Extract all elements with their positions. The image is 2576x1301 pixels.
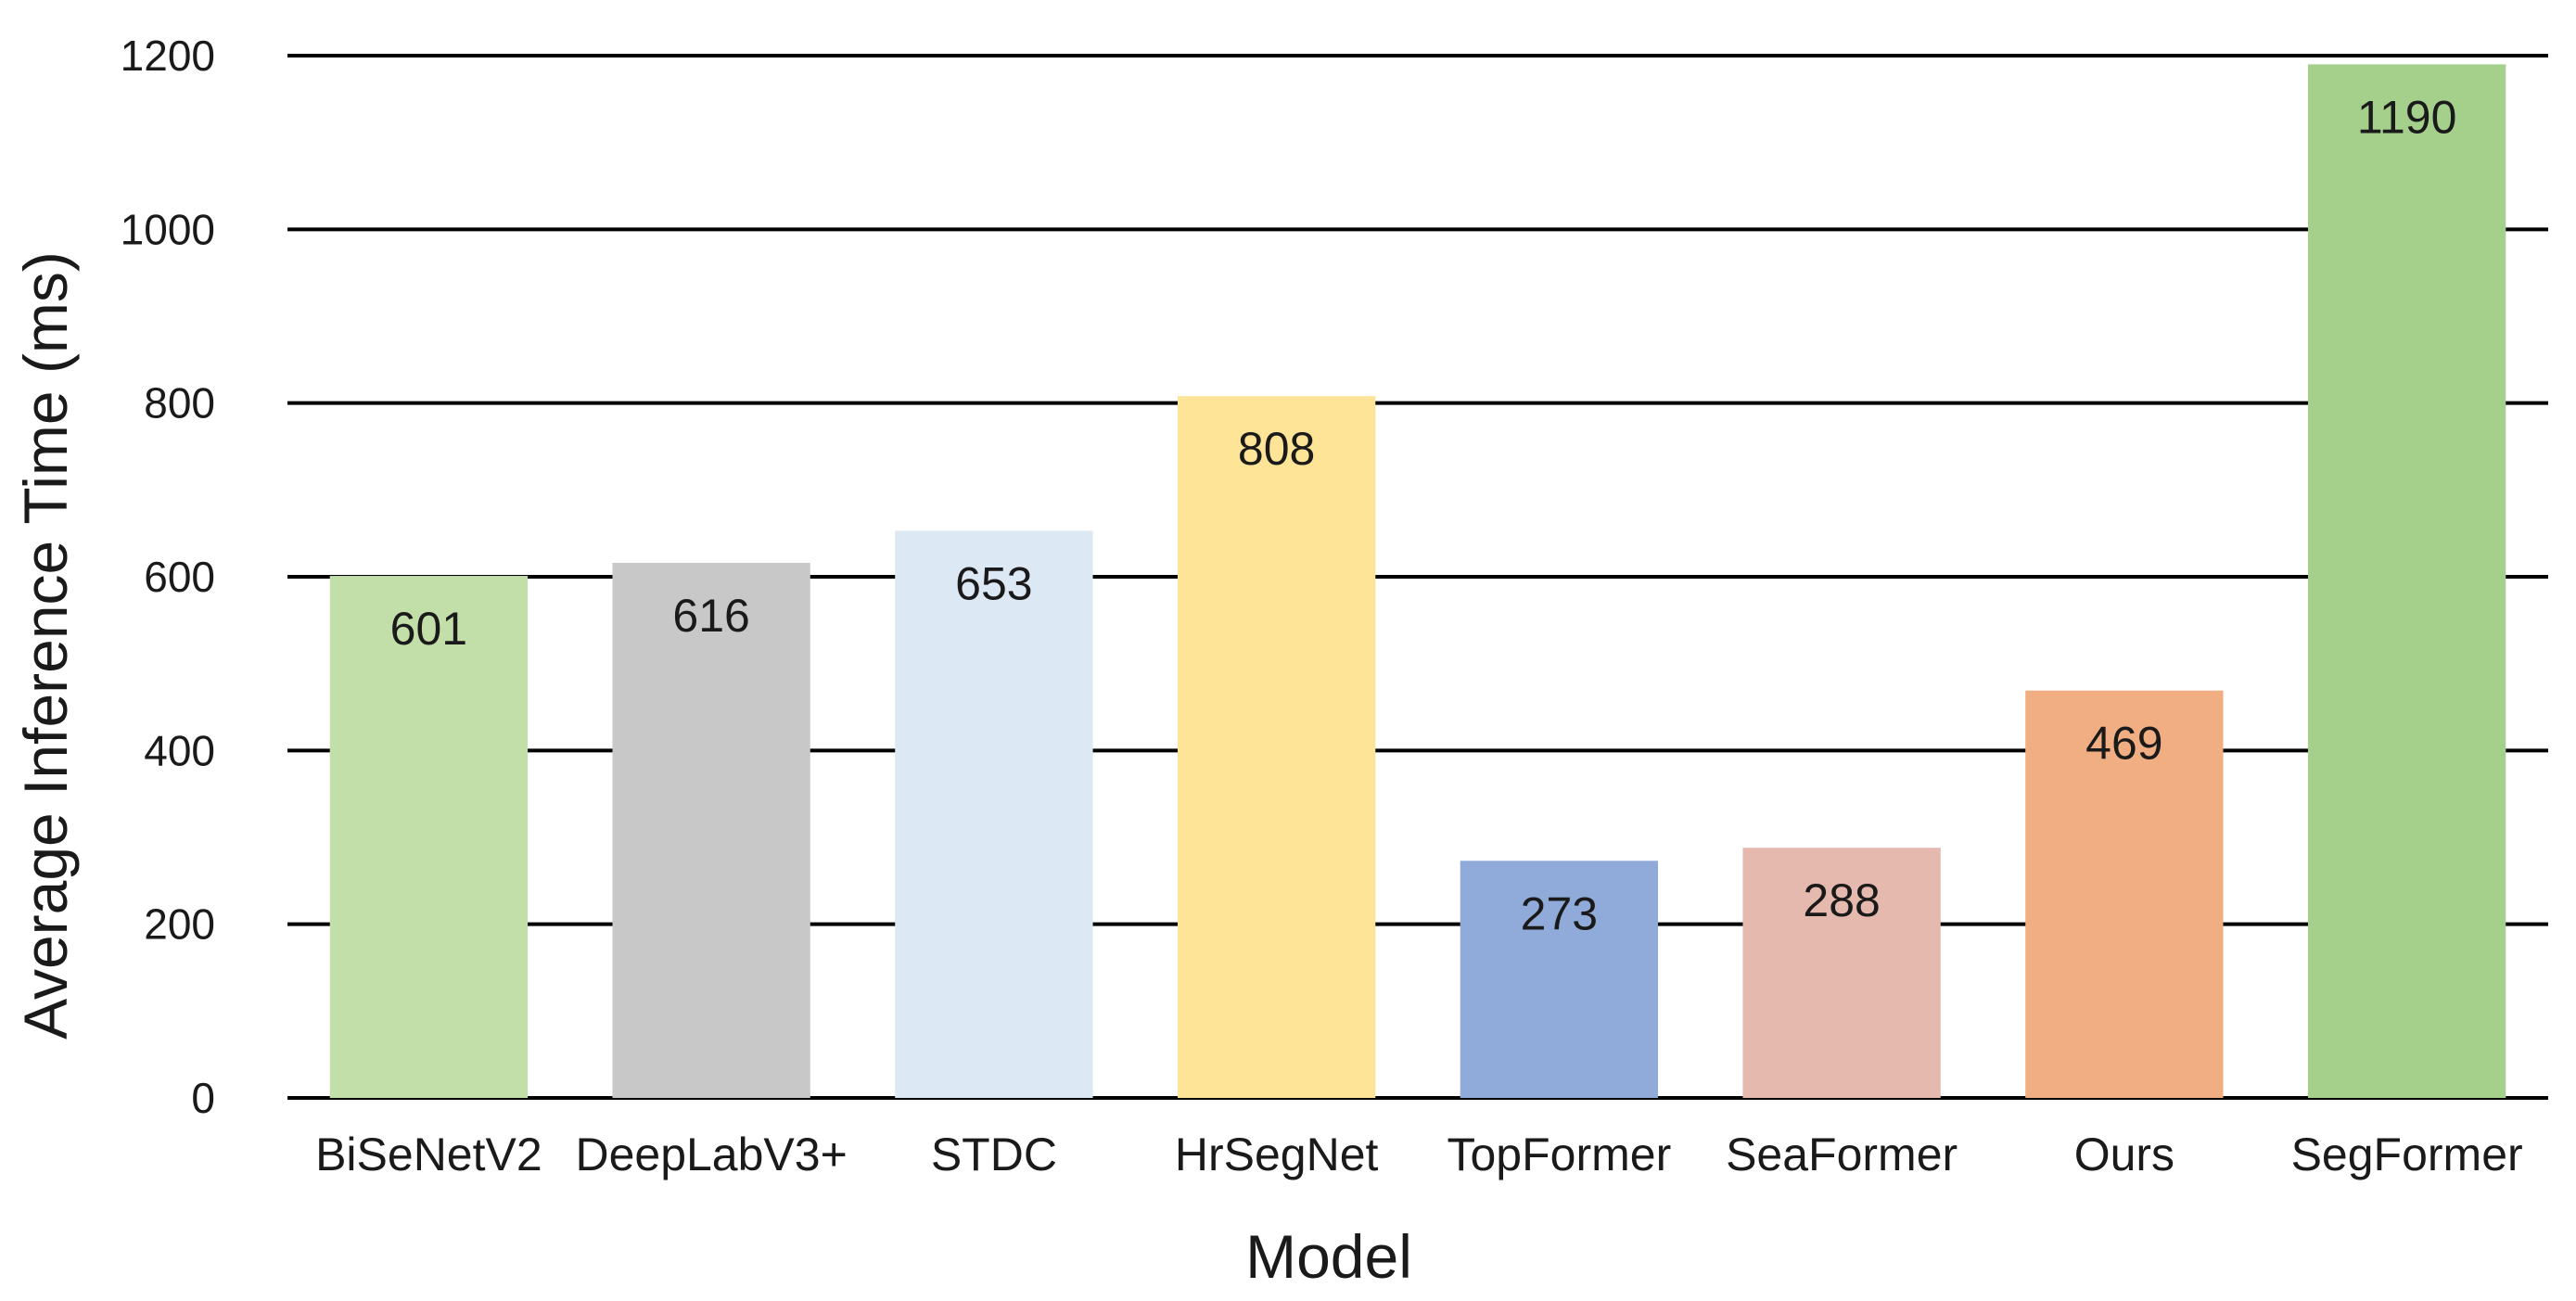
- x-category-label: STDC: [931, 1129, 1057, 1180]
- y-tick-label: 200: [144, 900, 215, 949]
- bar-segformer: [2307, 64, 2506, 1098]
- bar-value-label: 288: [1803, 874, 1880, 926]
- bar-value-label: 601: [390, 603, 467, 655]
- y-tick-label: 600: [144, 553, 215, 601]
- bar-value-label: 653: [955, 557, 1032, 609]
- y-tick-label: 0: [191, 1074, 215, 1122]
- bars: [329, 64, 2506, 1098]
- x-category-label: BiSeNetV2: [315, 1129, 542, 1180]
- x-category-labels: BiSeNetV2 DeepLabV3+ STDC HrSegNet TopFormer…: [315, 1129, 2523, 1180]
- x-axis-title: Model: [1245, 1222, 1412, 1291]
- y-tick-label: 1200: [121, 32, 215, 80]
- bar-hrsegnet: [1177, 396, 1376, 1098]
- bar-ours: [2025, 690, 2224, 1098]
- bar-value-label: 273: [1521, 887, 1598, 939]
- x-category-label: HrSegNet: [1175, 1129, 1379, 1180]
- bar-value-label: 469: [2085, 718, 2162, 770]
- bar-value-label: 1190: [2357, 91, 2457, 143]
- y-axis-title: Average Inference Time (ms): [11, 251, 80, 1040]
- x-category-label: DeepLabV3+: [575, 1129, 847, 1180]
- bar-deeplabv3-: [612, 563, 810, 1098]
- y-tick-label: 400: [144, 726, 215, 774]
- bar-seaformer: [1742, 848, 1941, 1098]
- x-category-label: SegFormer: [2291, 1129, 2523, 1180]
- y-tick-label: 800: [144, 379, 215, 427]
- bar-value-label: 616: [672, 590, 749, 642]
- x-category-label: TopFormer: [1447, 1129, 1672, 1180]
- bar-stdc: [895, 530, 1093, 1098]
- bar-value-label: 808: [1238, 423, 1315, 475]
- bar-bisenetv2: [329, 576, 529, 1098]
- y-tick-labels: 0 200 400 600 800 1000 1200: [121, 32, 215, 1122]
- data-labels: 601 616 653 808 273 288 469 1190: [390, 91, 2457, 939]
- x-category-label: SeaFormer: [1726, 1129, 1958, 1180]
- bar-topformer: [1460, 861, 1659, 1098]
- x-category-label: Ours: [2074, 1129, 2174, 1180]
- y-tick-label: 1000: [121, 205, 215, 253]
